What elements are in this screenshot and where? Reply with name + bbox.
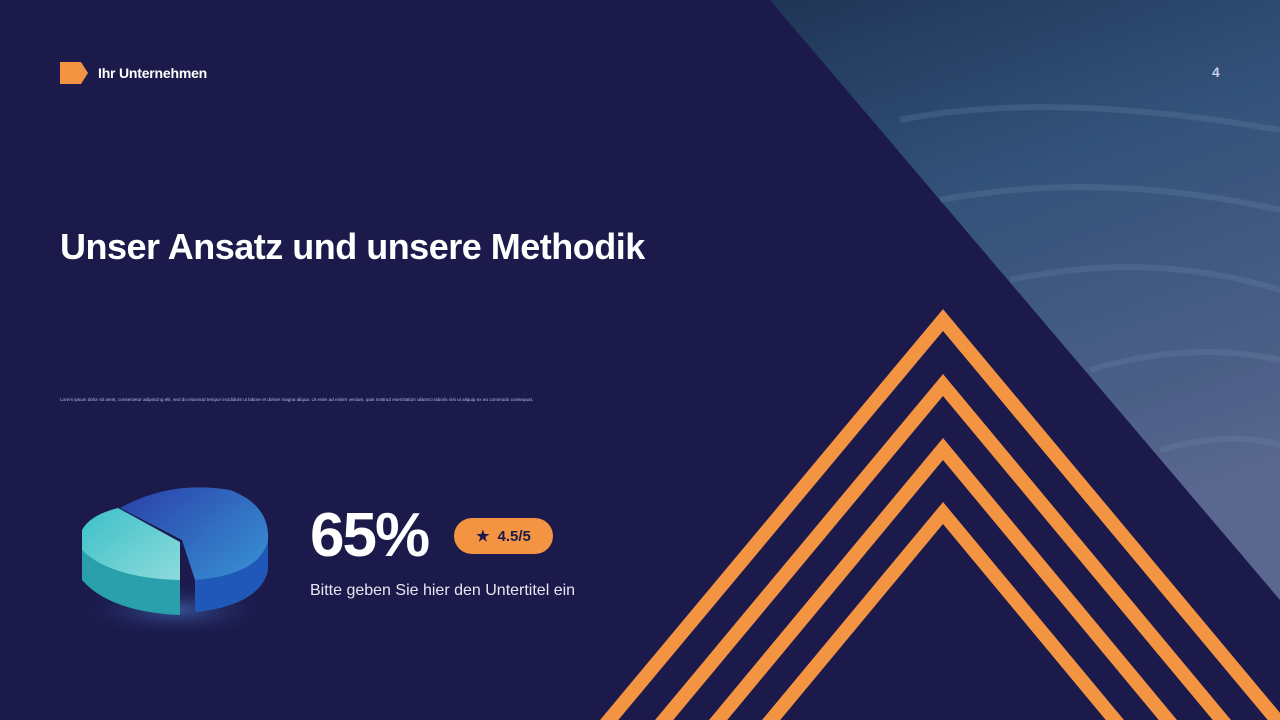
brand-logo-icon: [60, 62, 88, 84]
stat-subtitle: Bitte geben Sie hier den Untertitel ein: [310, 582, 576, 599]
rating-badge: ★ 4.5/5: [454, 518, 553, 554]
slide-title: Unser Ansatz und unsere Methodik: [60, 226, 645, 267]
star-icon: ★: [476, 528, 490, 545]
rating-value: 4.5/5: [497, 527, 531, 545]
body-text: Lorem ipsum dolor sit amet, consectetur …: [60, 397, 534, 402]
brand: Ihr Unternehmen: [60, 62, 207, 84]
pie-chart-3d-icon: [75, 487, 275, 638]
page-number: 4: [1212, 64, 1220, 80]
stat-value: 65%: [310, 501, 430, 570]
company-name: Ihr Unternehmen: [98, 65, 208, 81]
